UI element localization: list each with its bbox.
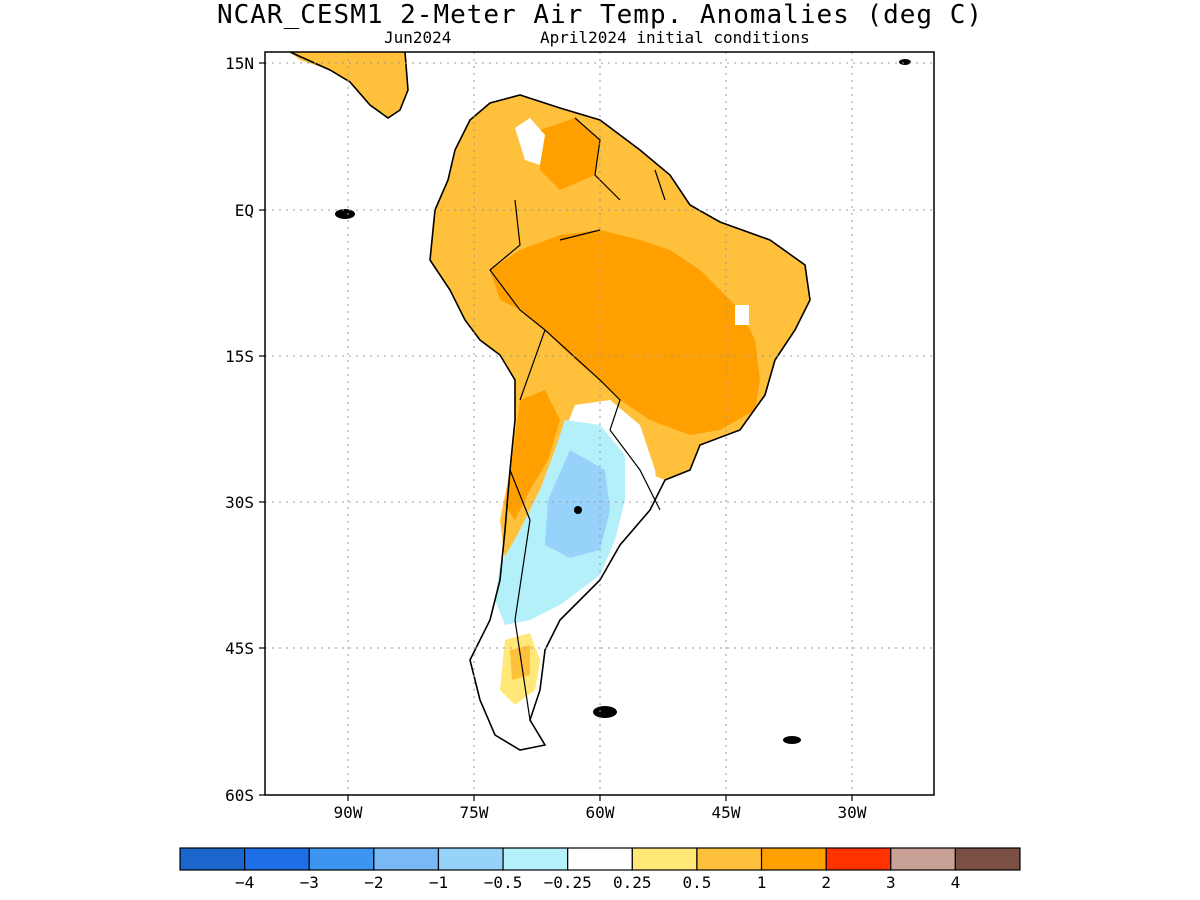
colorbar-label: −2	[364, 873, 383, 892]
map-title: NCAR_CESM1 2-Meter Air Temp. Anomalies (…	[216, 0, 984, 30]
colorbar-label: 0.5	[682, 873, 711, 892]
colorbar-swatch	[244, 847, 310, 871]
warm-core-north-anomaly	[540, 118, 600, 190]
colorbar-label: 3	[886, 873, 896, 892]
lat-label: 30S	[225, 493, 254, 512]
colorbar-swatch	[696, 847, 763, 871]
colorbar-label: −0.25	[544, 873, 592, 892]
coastlines	[289, 52, 811, 751]
caribbean-islands	[899, 59, 911, 65]
tick-marks	[259, 62, 853, 801]
inland-lake	[574, 506, 582, 514]
colorbar-swatch	[437, 847, 504, 871]
map-plot-area: 15N EQ 15S 30S 45S 60S 90W 75W 60W 45W 3…	[225, 51, 935, 822]
lat-label: EQ	[235, 201, 254, 220]
falkland-islands	[593, 706, 617, 718]
lon-label: 30W	[838, 803, 867, 822]
latitude-labels: 15N EQ 15S 30S 45S 60S	[225, 54, 254, 805]
anomaly-fills	[290, 52, 810, 740]
south-america-coastline	[429, 94, 811, 751]
country-borders	[489, 117, 666, 721]
lon-label: 90W	[334, 803, 363, 822]
colorbar-swatch	[825, 847, 892, 871]
galapagos-islands	[335, 209, 355, 219]
colorbar-label: −0.5	[484, 873, 523, 892]
gridlines	[265, 52, 934, 795]
lon-label: 45W	[712, 803, 741, 822]
longitude-labels: 90W 75W 60W 45W 30W	[334, 803, 867, 822]
colorbar-swatch	[890, 847, 956, 871]
colorbar-label: −4	[235, 873, 254, 892]
lon-label: 75W	[460, 803, 489, 822]
colorbar-label: −3	[300, 873, 319, 892]
colorbar-label: −1	[429, 873, 448, 892]
colorbar-swatch	[954, 847, 1021, 871]
colorbar-swatch	[179, 847, 246, 871]
argentina-cold-anomaly	[545, 450, 610, 558]
colorbar-swatch	[760, 847, 827, 871]
colorbar-label: 1	[757, 873, 767, 892]
lon-label: 60W	[586, 803, 615, 822]
neutral-brazil-patch	[735, 305, 749, 325]
andes-warm-anomaly	[505, 390, 560, 520]
colorbar-swatch	[502, 847, 569, 871]
initial-conditions: April2024 initial conditions	[540, 28, 810, 47]
colorbar-swatch	[631, 847, 698, 871]
forecast-month: Jun2024	[384, 28, 452, 47]
warm-core-anomaly	[490, 230, 760, 435]
colorbar-label: 4	[951, 873, 961, 892]
central-america-coastline	[289, 52, 409, 119]
colorbar-label: 2	[821, 873, 831, 892]
neutral-north-patch	[515, 118, 545, 165]
lat-label: 15N	[225, 54, 254, 73]
colorbar-swatch	[373, 847, 440, 871]
colorbar-legend: −4 −3 −2 −1 −0.5 −0.25 0.25 0.5 1 2 3 4	[179, 847, 1021, 892]
south-georgia-island	[783, 736, 801, 744]
colorbar-swatch	[567, 847, 633, 871]
lat-label: 45S	[225, 639, 254, 658]
patagonia-warm-core	[510, 645, 530, 680]
lat-label: 15S	[225, 347, 254, 366]
colorbar-label: 0.25	[613, 873, 652, 892]
colorbar-swatch	[308, 847, 375, 871]
lat-label: 60S	[225, 786, 254, 805]
central-america-anomaly	[290, 52, 408, 118]
